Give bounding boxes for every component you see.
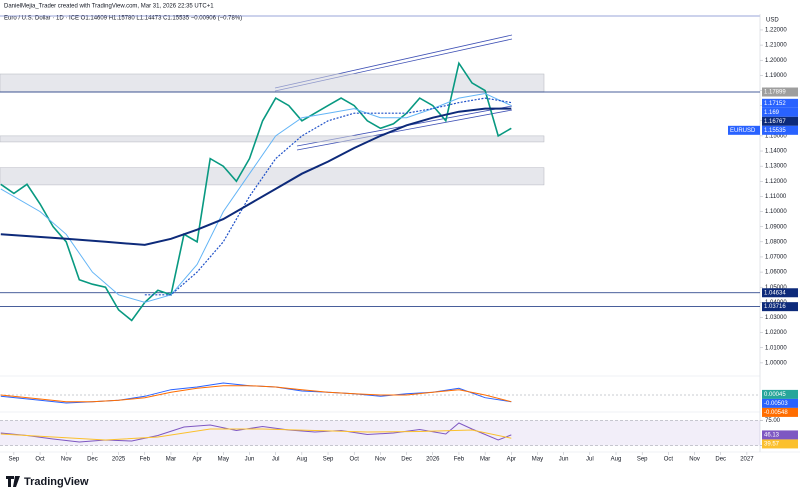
x-tick-label: Aug	[611, 457, 622, 463]
x-tick-label: 2026	[426, 457, 440, 463]
x-tick-label: Dec	[87, 457, 98, 463]
price-label: -0.00503	[764, 401, 788, 407]
channel-line	[296, 109, 513, 151]
x-tick-label: Jun	[559, 457, 569, 463]
x-tick-label: May	[218, 457, 229, 463]
credit: DanielMejia_Trader created with TradingV…	[4, 4, 214, 10]
price-label-box	[762, 430, 798, 440]
x-tick-label: Oct	[35, 457, 45, 463]
symbol-info: Euro / U.S. Dollar · 1D · ICE O1.14609 H…	[4, 16, 242, 22]
price-label-box	[762, 389, 798, 399]
x-tick-label: Aug	[297, 457, 308, 463]
symbol-tag-box	[728, 125, 760, 135]
zone	[0, 73, 545, 93]
y-tick-label: 75.00	[765, 418, 781, 424]
x-tick-label: Nov	[689, 457, 700, 463]
price-label-box	[762, 288, 798, 298]
x-tick-label: Jul	[586, 457, 594, 463]
x-tick-label: May	[532, 457, 543, 463]
y-tick-label: 1.14000	[765, 149, 787, 155]
y-tick-label: 1.06000	[765, 270, 787, 276]
series-line	[0, 92, 512, 303]
y-tick-label: 1.01000	[765, 345, 787, 351]
y-tick-label: 1.22000	[765, 28, 787, 34]
price-label-box	[762, 87, 798, 97]
panes: 1.000001.010001.020001.030001.040001.050…	[0, 28, 798, 463]
x-tick-label: Feb	[140, 457, 151, 463]
price-label-box	[762, 302, 798, 312]
x-tick-label: Feb	[454, 457, 465, 463]
price-label-box	[762, 125, 798, 135]
x-tick-label: Oct	[350, 457, 360, 463]
y-tick-label: 1.05000	[765, 285, 787, 291]
price-label-box	[762, 407, 798, 417]
x-tick-label: Nov	[61, 457, 72, 463]
x-tick-label: Mar	[480, 457, 490, 463]
x-tick-label: Sep	[323, 457, 334, 463]
price-label-box	[762, 398, 798, 408]
price-label-box	[762, 107, 798, 117]
symbol-tag: EURUSD	[730, 128, 756, 134]
logo	[6, 476, 20, 487]
price-label: -0.00548	[764, 410, 788, 416]
x-tick-label: Sep	[9, 457, 20, 463]
y-tick-label: 1.09000	[765, 224, 787, 230]
zone	[0, 167, 545, 186]
price-label: 1.16767	[764, 119, 786, 125]
x-tick-label: Jul	[272, 457, 280, 463]
y-tick-label: 1.07000	[765, 255, 787, 261]
y-tick-label: 1.13000	[765, 164, 787, 170]
y-tick-label: 1.15000	[765, 133, 787, 139]
y-tick-label: 1.00000	[765, 360, 787, 366]
price-label: 39.57	[764, 442, 780, 448]
price-label-box	[762, 98, 798, 108]
price-label: 1.169	[764, 110, 780, 116]
rsi-band	[0, 420, 760, 446]
x-tick-label: Dec	[401, 457, 412, 463]
x-tick-label: Dec	[715, 457, 726, 463]
x-tick-label: Apr	[507, 457, 516, 463]
brand: TradingView	[24, 476, 89, 488]
x-tick-label: Jun	[245, 457, 255, 463]
price-label: 1.17899	[764, 90, 786, 96]
price-label-box	[762, 116, 798, 126]
price-label: 1.03716	[764, 304, 786, 310]
x-tick-label: Apr	[192, 457, 201, 463]
x-tick-label: Oct	[664, 457, 674, 463]
price-label: 1.15535	[764, 128, 786, 134]
price-label: 46.13	[764, 433, 780, 439]
price-label: 1.04634	[764, 290, 786, 296]
series-line	[0, 385, 512, 403]
currency: USD	[766, 18, 779, 24]
x-tick-label: 2025	[112, 457, 126, 463]
y-tick-label: 1.20000	[765, 58, 787, 64]
price-label: 0.00045	[764, 392, 786, 398]
y-tick-label: 1.10000	[765, 209, 787, 215]
y-tick-label: 1.21000	[765, 43, 787, 49]
y-tick-label: 1.19000	[765, 73, 787, 79]
x-tick-label: 2027	[740, 457, 754, 463]
y-tick-label: 1.02000	[765, 330, 787, 336]
series-line	[0, 107, 512, 246]
series-line	[0, 61, 512, 322]
price-label-box	[762, 439, 798, 449]
series-line	[0, 428, 512, 441]
x-tick-label: Sep	[637, 457, 648, 463]
y-tick-label: 1.03000	[765, 315, 787, 321]
series-line	[0, 422, 512, 443]
x-tick-label: Nov	[375, 457, 386, 463]
y-tick-label: 1.11000	[765, 194, 787, 200]
y-tick-label: 1.08000	[765, 239, 787, 245]
price-label: 1.17152	[764, 101, 786, 107]
y-tick-label: 1.12000	[765, 179, 787, 185]
footer	[0, 470, 800, 492]
x-tick-label: Mar	[166, 457, 176, 463]
series-line	[144, 97, 512, 296]
